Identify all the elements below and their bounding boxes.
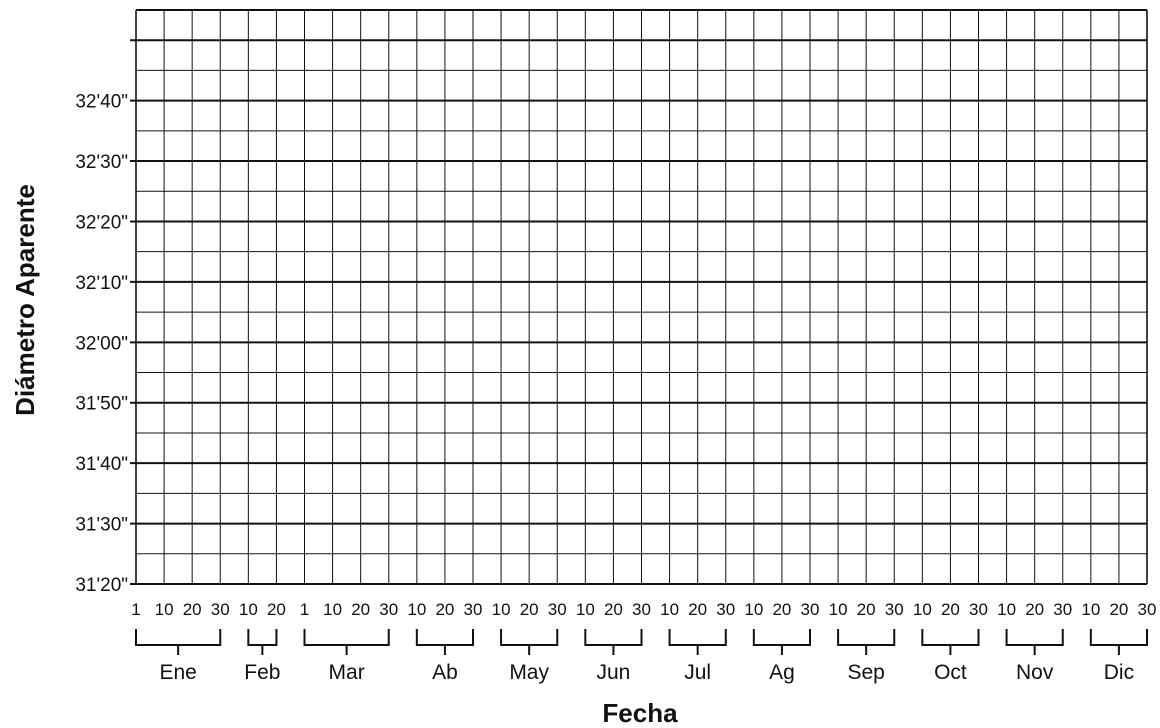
x-tick-label: 20 <box>1025 600 1044 619</box>
x-axis-title: Fecha <box>602 698 678 728</box>
month-bracket <box>1005 629 1064 646</box>
month-bracket <box>135 629 222 646</box>
x-tick-label: 30 <box>379 600 398 619</box>
month-label: Nov <box>1016 661 1054 684</box>
month-bracket <box>415 629 474 646</box>
x-tick-label: 20 <box>267 600 286 619</box>
x-tick-label: 30 <box>464 600 483 619</box>
y-tick-label: 32'00" <box>75 333 128 354</box>
x-tick-label: 10 <box>913 600 932 619</box>
x-tick-label: 30 <box>211 600 230 619</box>
month-label: Oct <box>934 661 967 684</box>
month-label: Ag <box>769 661 795 684</box>
month-label: Jul <box>684 661 711 684</box>
month-label: Dic <box>1104 661 1134 684</box>
x-tick-label: 20 <box>351 600 370 619</box>
month-label: Sep <box>847 661 884 684</box>
month-bracket <box>500 629 559 646</box>
x-tick-label: 30 <box>801 600 820 619</box>
y-tick-label: 32'30" <box>75 152 128 173</box>
x-tick-label: 20 <box>688 600 707 619</box>
y-axis-title: Diámetro Aparente <box>10 184 40 416</box>
x-tick-label: 10 <box>576 600 595 619</box>
x-tick-label: 20 <box>183 600 202 619</box>
x-tick-label: 10 <box>744 600 763 619</box>
x-tick-label: 30 <box>1138 600 1157 619</box>
y-tick-label: 32'20" <box>75 212 128 233</box>
x-tick-label: 10 <box>660 600 679 619</box>
x-tick-label: 1 <box>131 600 140 619</box>
y-tick-label: 31'30" <box>75 515 128 536</box>
month-bracket <box>668 629 727 646</box>
month-label: Jun <box>596 661 630 684</box>
x-tick-label: 20 <box>857 600 876 619</box>
x-tick-label: 20 <box>604 600 623 619</box>
x-tick-label: 10 <box>1081 600 1100 619</box>
month-bracket <box>303 629 390 646</box>
x-tick-label: 10 <box>155 600 174 619</box>
month-bracket <box>921 629 980 646</box>
month-label: Feb <box>244 661 280 684</box>
y-tick-label: 31'20" <box>75 575 128 596</box>
x-tick-label: 20 <box>435 600 454 619</box>
x-tick-label: 10 <box>492 600 511 619</box>
y-tick-label: 31'40" <box>75 454 128 475</box>
x-tick-label: 10 <box>829 600 848 619</box>
x-axis-ticks: 1 10 20 30 10 20 1 10 20 30 10 20 30 10 20 30 10 20 30 10 20… <box>131 600 1156 619</box>
x-tick-label: 20 <box>520 600 539 619</box>
month-bracket <box>1089 629 1148 646</box>
month-label: Mar <box>329 661 365 684</box>
month-label: May <box>509 661 549 684</box>
x-tick-label: 30 <box>885 600 904 619</box>
month-labels: Ene Feb Mar Ab May Jun Jul Ag Sep Oct Nov Dic <box>135 629 1148 684</box>
x-tick-label: 20 <box>772 600 791 619</box>
month-bracket <box>584 629 643 646</box>
x-tick-label: 10 <box>323 600 342 619</box>
x-tick-label: 20 <box>1109 600 1128 619</box>
x-tick-label: 30 <box>632 600 651 619</box>
x-tick-label: 20 <box>941 600 960 619</box>
x-tick-label: 1 <box>300 600 309 619</box>
y-tick-label: 32'40" <box>75 92 128 113</box>
y-tick-label: 31'50" <box>75 394 128 415</box>
month-bracket <box>837 629 896 646</box>
x-tick-label: 10 <box>997 600 1016 619</box>
month-label: Ene <box>159 661 196 684</box>
y-axis-ticks: 31'20" 31'30" 31'40" 31'50" 32'00" 32'10" 32'2… <box>75 92 128 596</box>
x-tick-label: 30 <box>716 600 735 619</box>
x-tick-label: 30 <box>548 600 567 619</box>
x-tick-label: 10 <box>239 600 258 619</box>
month-bracket <box>752 629 811 646</box>
x-tick-label: 30 <box>969 600 988 619</box>
chart-grid <box>130 9 1148 585</box>
month-label: Ab <box>432 661 458 684</box>
month-bracket <box>247 629 278 646</box>
x-tick-label: 30 <box>1053 600 1072 619</box>
x-tick-label: 10 <box>407 600 426 619</box>
y-tick-label: 32'10" <box>75 273 128 294</box>
